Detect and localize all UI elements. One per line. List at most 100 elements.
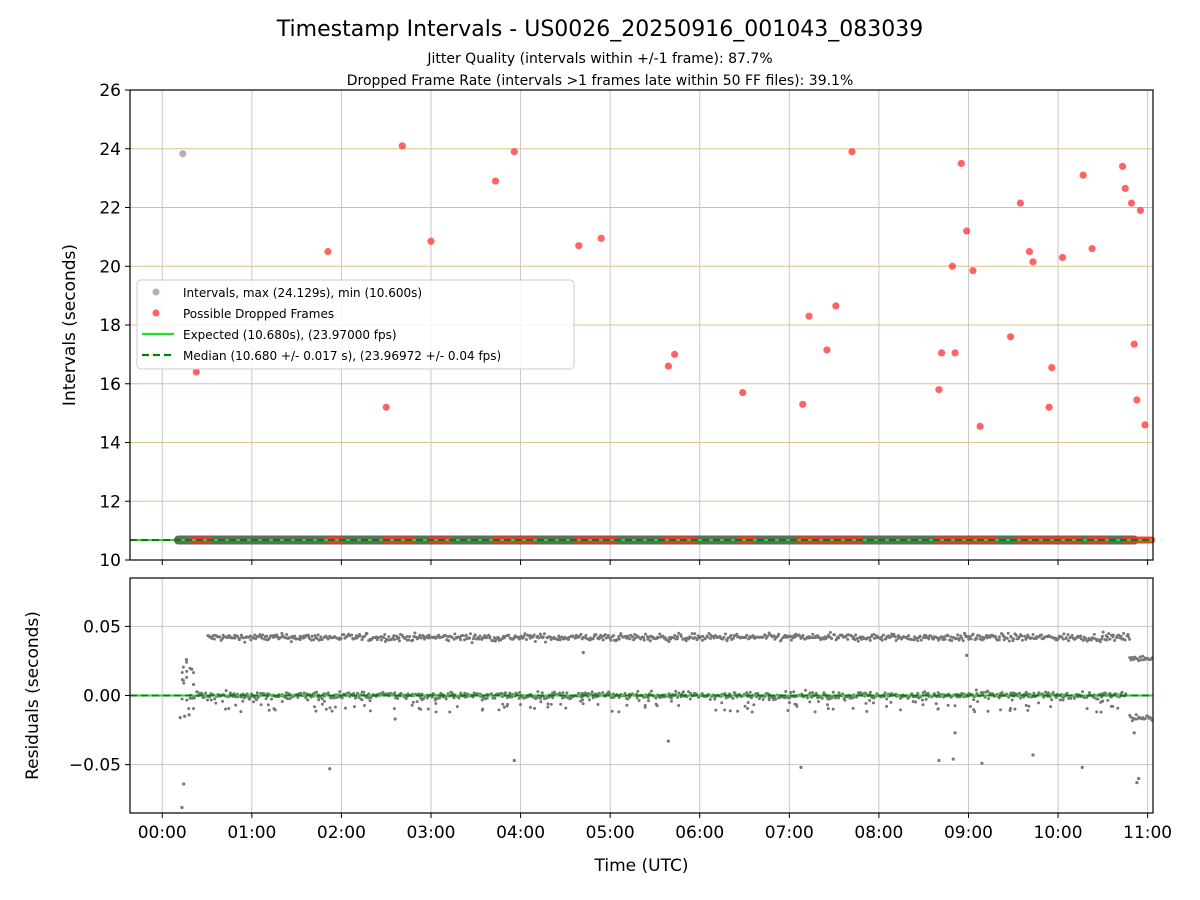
residual-point-upper: [253, 633, 257, 637]
xtick-label-1: 01:00: [227, 823, 276, 843]
residual-point-upper: [218, 635, 222, 639]
residual-point-lower: [731, 696, 735, 700]
residual-point-scatter: [1027, 704, 1031, 708]
residual-point-lower: [580, 691, 584, 695]
residual-point-scatter: [1116, 706, 1120, 710]
residual-point-upper: [976, 633, 980, 637]
residual-outlier-0: [180, 805, 184, 810]
residual-point-upper: [673, 633, 677, 637]
residual-point-upper: [471, 637, 475, 641]
residual-point-upper: [1064, 636, 1068, 640]
residual-point-lower: [936, 691, 940, 695]
residual-point-lower: [255, 691, 259, 695]
residual-point-lower: [761, 697, 765, 701]
dropped-frame-point-20: [951, 349, 959, 357]
residual-point-upper: [419, 636, 423, 640]
residual-point-upper: [1007, 639, 1011, 643]
residual-point-ramp: [185, 675, 189, 679]
dropped-frame-point-38: [1133, 396, 1141, 404]
residual-point-upper: [326, 637, 330, 641]
residual-point-lower: [822, 691, 826, 695]
residual-point-upper: [397, 636, 401, 640]
residual-point-lower: [983, 695, 987, 699]
residual-point-lower: [485, 696, 489, 700]
residual-point-lower: [1096, 697, 1100, 701]
residual-point-lower: [444, 697, 448, 701]
residual-point-scatter: [752, 703, 756, 707]
residual-point-upper: [960, 636, 964, 640]
residual-point-upper: [684, 639, 688, 643]
residual-point-upper: [997, 638, 1001, 642]
residual-point-scatter: [889, 700, 893, 704]
residual-point-lower: [396, 696, 400, 700]
residual-point-lower: [820, 696, 824, 700]
residual-point-upper: [285, 633, 289, 637]
residual-point-lower: [987, 697, 991, 701]
dropped-frame-point-39: [1136, 206, 1145, 215]
residuals-x-ticks: 00:00 01:00 02:00 03:00 04:00 05:00 06:00 07:00…: [138, 813, 1172, 843]
xtick-label-11: 11:00: [1123, 823, 1172, 843]
residual-outlier-12: [666, 739, 670, 743]
residual-point-upper: [914, 636, 918, 640]
residual-point-upper: [365, 632, 369, 636]
residual-point-scatter: [1010, 698, 1014, 702]
residual-point-scatter: [227, 706, 231, 710]
residual-point-upper: [1084, 637, 1088, 641]
residual-point-scatter: [426, 707, 430, 711]
residual-point-scatter: [259, 703, 263, 707]
residual-point-upper: [594, 633, 598, 637]
residual-point-upper: [881, 633, 885, 637]
residual-point-lower: [315, 690, 319, 694]
residual-point-upper: [982, 637, 986, 641]
residual-point-upper: [912, 638, 916, 642]
residual-point-upper: [320, 638, 324, 642]
residual-point-lower: [979, 691, 983, 695]
residual-outlier-1: [182, 782, 186, 786]
residual-point-upper: [289, 640, 293, 644]
residual-point-lower: [868, 690, 872, 694]
residual-point-upper: [1127, 635, 1131, 639]
residual-outlier-10: [512, 758, 516, 763]
residual-point-scatter: [831, 707, 835, 711]
residual-point-lower: [446, 692, 450, 696]
residual-point-lower: [623, 691, 627, 695]
dropped-frame-point-26: [1016, 199, 1025, 207]
residual-point-scatter: [625, 703, 629, 707]
residual-point-lower: [921, 698, 925, 702]
residual-point-upper: [558, 638, 562, 642]
residual-point-upper: [600, 635, 604, 639]
residual-point-scatter: [267, 708, 271, 712]
residual-point-lower: [748, 690, 752, 694]
residual-point-lower: [750, 696, 754, 700]
residual-point-lower: [814, 691, 818, 695]
residual-point-ramp: [180, 697, 184, 701]
residual-point-lower: [213, 697, 217, 701]
top-ytick-label-8: 26: [99, 81, 121, 101]
residual-point-scatter: [743, 704, 747, 708]
residual-outlier-8: [328, 767, 332, 771]
residual-point-scatter: [1095, 710, 1099, 714]
residual-point-scatter: [677, 703, 681, 707]
residual-point-upper: [523, 632, 527, 636]
residual-point-lower: [1108, 691, 1112, 695]
top-ytick-label-5: 20: [99, 257, 121, 277]
xtick-label-5: 05:00: [586, 823, 635, 843]
xtick-label-0: 00:00: [138, 823, 187, 843]
residual-point-upper: [846, 637, 850, 641]
residual-point-scatter: [723, 708, 727, 712]
residual-point-tail-upper: [1128, 656, 1132, 660]
residual-point-upper: [1030, 636, 1034, 640]
residual-point-upper: [418, 633, 422, 637]
residual-point-lower: [1018, 691, 1022, 695]
residual-point-scatter: [533, 706, 537, 710]
residual-point-upper: [789, 638, 793, 642]
residual-point-lower: [493, 696, 497, 700]
residual-point-lower: [700, 692, 704, 696]
residual-point-upper: [249, 638, 253, 642]
residual-point-upper: [295, 637, 299, 641]
residual-point-lower: [536, 690, 540, 694]
residual-point-scatter: [953, 704, 957, 708]
residual-point-upper: [779, 638, 783, 642]
residual-point-upper: [579, 632, 583, 636]
residual-point-scatter: [714, 708, 718, 712]
